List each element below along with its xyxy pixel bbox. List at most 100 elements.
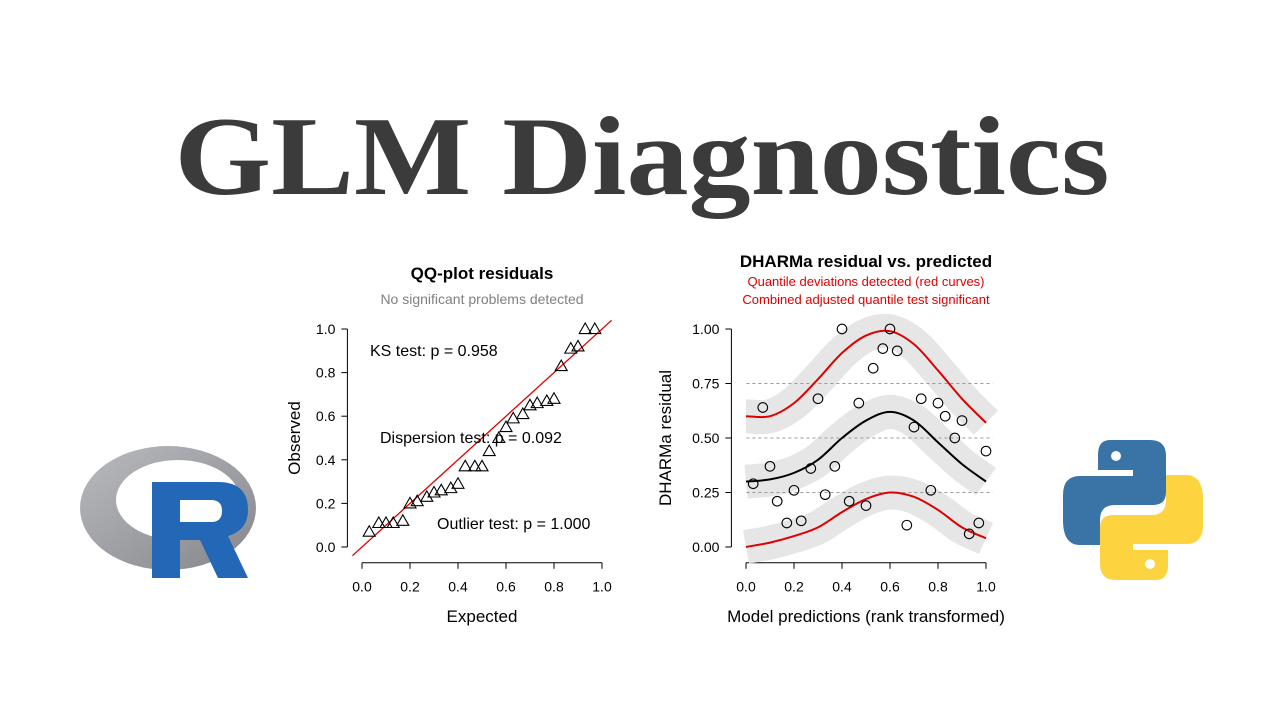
point (395, 513, 410, 526)
curve (745, 410, 987, 483)
point (475, 459, 489, 472)
main-title: GLM Diagnostics (175, 95, 1110, 219)
point (925, 484, 937, 496)
x-tick-label: 0.8 (928, 579, 948, 595)
y-tick-label: 0.0 (316, 539, 336, 555)
point (467, 459, 482, 472)
point (499, 419, 513, 433)
point (867, 362, 879, 374)
r-logo-letter (152, 482, 248, 578)
x-tick-label: 1.0 (592, 579, 612, 595)
point (434, 483, 449, 496)
point (853, 397, 865, 409)
point (956, 415, 968, 426)
r-logo (80, 446, 256, 578)
x-tick-label: 0.2 (400, 579, 420, 595)
point (771, 495, 783, 507)
point (379, 515, 393, 529)
point (491, 430, 506, 444)
x-axis-label: Expected (447, 607, 518, 626)
point (836, 323, 848, 335)
point (554, 358, 569, 372)
reference-line (351, 319, 613, 557)
python-logo-eye (1145, 559, 1155, 569)
x-tick-label: 1.0 (976, 579, 996, 595)
point (843, 495, 855, 507)
y-axis-label: DHARMa residual (656, 370, 675, 506)
y-tick-label: 0.00 (692, 539, 719, 555)
y-tick-label: 0.25 (692, 484, 719, 500)
annotation: Dispersion test: p = 0.092 (380, 430, 562, 447)
point (812, 393, 824, 405)
chart-title: DHARMa residual vs. predicted (740, 252, 992, 271)
point (860, 500, 872, 511)
point (915, 393, 927, 405)
point (963, 528, 975, 540)
chart-subtitle: Quantile deviations detected (red curves… (747, 274, 984, 289)
python-logo (1063, 440, 1203, 580)
y-tick-label: 1.0 (316, 321, 336, 337)
python-logo-blue (1063, 440, 1166, 545)
annotation: Outlier test: p = 1.000 (437, 516, 591, 533)
point (578, 321, 593, 335)
point (451, 476, 465, 489)
y-tick-label: 0.75 (692, 376, 719, 392)
point (805, 463, 817, 474)
point (458, 459, 473, 472)
point (443, 481, 458, 494)
x-tick-label: 0.4 (448, 579, 468, 595)
point (908, 421, 920, 433)
point (571, 339, 585, 352)
point (419, 489, 434, 502)
point (949, 432, 961, 444)
point (362, 524, 377, 537)
point (932, 397, 944, 409)
point (747, 478, 759, 490)
x-axis-label: Model predictions (rank transformed) (727, 607, 1005, 626)
y-tick-label: 1.00 (692, 321, 719, 337)
point (757, 402, 769, 413)
point (795, 515, 807, 527)
point (980, 445, 992, 457)
point (530, 396, 545, 409)
point (515, 406, 530, 420)
python-logo-eye (1111, 451, 1121, 461)
x-tick-label: 0.4 (832, 579, 852, 595)
chart-subtitle: No significant problems detected (380, 291, 583, 307)
python-logo-yellow (1100, 475, 1203, 580)
y-tick-label: 0.6 (316, 408, 336, 424)
chart-title: QQ-plot residuals (411, 264, 554, 283)
y-tick-label: 0.2 (316, 495, 336, 511)
point (371, 515, 386, 529)
point (877, 343, 889, 354)
y-tick-label: 0.4 (316, 452, 336, 468)
y-tick-label: 0.8 (316, 365, 336, 381)
curve (745, 329, 987, 424)
x-tick-label: 0.0 (736, 579, 756, 595)
point (506, 411, 521, 424)
x-tick-label: 0.2 (784, 579, 804, 595)
x-tick-label: 0.0 (352, 579, 372, 595)
point (901, 519, 913, 531)
x-tick-label: 0.8 (544, 579, 564, 595)
point (973, 517, 985, 529)
point (781, 517, 793, 529)
y-axis-label: Observed (285, 401, 304, 475)
curve (745, 491, 987, 548)
point (884, 323, 896, 335)
annotation: KS test: p = 0.958 (370, 343, 498, 360)
point (939, 410, 951, 422)
point (482, 443, 497, 457)
point (829, 460, 841, 472)
point (764, 460, 776, 472)
y-tick-label: 0.50 (692, 430, 719, 446)
chart-subtitle: Combined adjusted quantile test signific… (742, 292, 990, 307)
point (587, 321, 602, 335)
point (788, 484, 800, 496)
point (547, 391, 561, 404)
point (891, 345, 903, 357)
point (386, 515, 401, 529)
